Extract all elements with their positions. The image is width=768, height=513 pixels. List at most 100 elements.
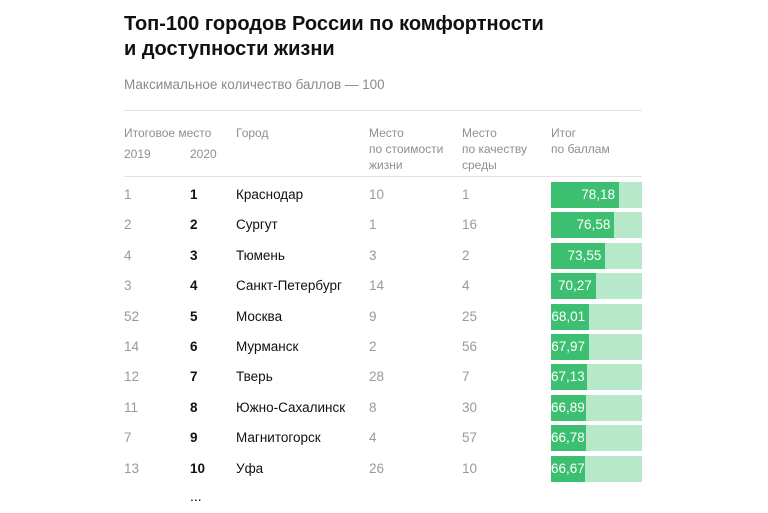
env-rank-cell: 2 bbox=[462, 247, 470, 263]
header-env-line-1: Место bbox=[462, 126, 497, 140]
table-row: 2 2 Сургут 1 16 76,58 bbox=[0, 210, 768, 240]
score-bar-track: 70,27 bbox=[551, 273, 642, 300]
header-score-line-2: по баллам bbox=[551, 142, 610, 156]
rank-2019-cell: 1 bbox=[124, 187, 132, 202]
header-env-line-3: среды bbox=[462, 158, 497, 172]
score-bar bbox=[551, 334, 590, 360]
score-bar bbox=[551, 394, 586, 421]
rank-2020-cell: 1 bbox=[190, 187, 198, 202]
score-label: 73,55 bbox=[567, 247, 602, 263]
rank-2019-cell: 12 bbox=[124, 369, 140, 385]
score-bar-track: 66,78 bbox=[551, 425, 642, 452]
header-cost-line-1: Место bbox=[369, 126, 404, 140]
rank-2020-cell: 10 bbox=[190, 460, 206, 476]
score-bar-track: 66,67 bbox=[551, 455, 642, 482]
score-bar-track: 68,01 bbox=[551, 303, 642, 330]
env-rank-cell: 25 bbox=[462, 308, 478, 324]
city-cell: Санкт-Петербург bbox=[236, 278, 342, 294]
score-label: 70,27 bbox=[558, 278, 592, 294]
header-cost-line-2: по стоимости bbox=[369, 142, 444, 156]
cost-rank-cell: 10 bbox=[369, 187, 385, 202]
score-bar bbox=[551, 212, 615, 239]
score-bar bbox=[551, 455, 586, 482]
city-cell: Южно-Сахалинск bbox=[236, 399, 346, 415]
cost-rank-cell: 3 bbox=[369, 247, 377, 263]
env-rank-cell: 30 bbox=[462, 399, 478, 415]
table-row: 14 6 Мурманск 2 56 67,97 bbox=[0, 332, 768, 362]
score-bar-track: 67,13 bbox=[551, 364, 642, 391]
score-bar-track: 76,58 bbox=[551, 212, 642, 239]
city-cell: Тюмень bbox=[236, 247, 285, 263]
cost-rank-cell: 1 bbox=[369, 217, 377, 233]
score-bar-track: 73,55 bbox=[551, 242, 642, 269]
title-line-1: Топ-100 городов России по комфортности bbox=[124, 13, 544, 35]
rank-2020-cell: 3 bbox=[190, 247, 198, 263]
score-bar-track: 66,89 bbox=[551, 394, 642, 421]
cost-rank-cell: 4 bbox=[369, 430, 377, 446]
score-label: 67,97 bbox=[551, 339, 586, 354]
rank-2019-cell: 13 bbox=[124, 460, 140, 476]
table-row: 13 10 Уфа 26 10 66,67 bbox=[0, 454, 768, 484]
table-row: 7 9 Магнитогорск 4 57 66,78 bbox=[0, 423, 768, 453]
score-label: 67,13 bbox=[551, 369, 585, 385]
env-rank-cell: 57 bbox=[462, 430, 478, 446]
score-bar-track: 67,97 bbox=[551, 334, 642, 360]
score-bar bbox=[551, 364, 587, 391]
title-line-2: и доступности жизни bbox=[124, 38, 335, 60]
env-rank-cell: 7 bbox=[462, 369, 470, 385]
header-score: Итог по баллам bbox=[551, 125, 610, 157]
city-cell: Уфа bbox=[236, 460, 264, 476]
score-bar-track: 78,18 bbox=[551, 182, 642, 208]
score-label: 76,58 bbox=[576, 217, 611, 233]
score-bar bbox=[551, 273, 596, 300]
more-rows-ellipsis: ... bbox=[190, 488, 202, 504]
city-cell: Магнитогорск bbox=[236, 430, 321, 446]
score-bar bbox=[551, 303, 590, 330]
rank-2019-cell: 2 bbox=[124, 217, 132, 233]
header-city: Город bbox=[236, 126, 269, 140]
rank-2020-cell: 8 bbox=[190, 399, 198, 415]
rank-2019-cell: 14 bbox=[124, 339, 140, 354]
rank-2020-cell: 2 bbox=[190, 217, 198, 233]
rank-2019-cell: 4 bbox=[124, 247, 132, 263]
rank-2020-cell: 4 bbox=[190, 278, 198, 294]
rank-2019-cell: 52 bbox=[124, 308, 140, 324]
env-rank-cell: 16 bbox=[462, 217, 478, 233]
header-year-2020: 2020 bbox=[190, 147, 217, 161]
score-bar bbox=[551, 182, 620, 208]
city-cell: Москва bbox=[236, 308, 283, 324]
header-score-line-1: Итог bbox=[551, 126, 577, 140]
table-row: 52 5 Москва 9 25 68,01 bbox=[0, 302, 768, 332]
table-row: 4 3 Тюмень 3 2 73,55 bbox=[0, 241, 768, 271]
top-divider bbox=[124, 110, 642, 111]
score-bar bbox=[551, 242, 606, 269]
env-rank-cell: 10 bbox=[462, 460, 478, 476]
rank-2019-cell: 11 bbox=[124, 399, 139, 415]
cost-rank-cell: 14 bbox=[369, 278, 385, 294]
table-row: 11 8 Южно-Сахалинск 8 30 66,89 bbox=[0, 393, 768, 423]
table-row: 3 4 Санкт-Петербург 14 4 70,27 bbox=[0, 271, 768, 301]
rank-2019-cell: 7 bbox=[124, 430, 132, 446]
cost-rank-cell: 9 bbox=[369, 308, 377, 324]
score-bar bbox=[551, 425, 586, 452]
rank-2019-cell: 3 bbox=[124, 278, 132, 294]
header-year-2019: 2019 bbox=[124, 147, 151, 161]
score-label: 66,67 bbox=[551, 460, 585, 476]
cost-rank-cell: 28 bbox=[369, 369, 385, 385]
header-env-rank: Место по качеству среды bbox=[462, 125, 527, 173]
env-rank-cell: 56 bbox=[462, 339, 478, 354]
score-label: 68,01 bbox=[551, 308, 586, 324]
city-cell: Сургут bbox=[236, 217, 278, 233]
score-label: 66,78 bbox=[551, 430, 585, 446]
env-rank-cell: 1 bbox=[462, 187, 470, 202]
city-cell: Мурманск bbox=[236, 339, 299, 354]
header-cost-line-3: жизни bbox=[369, 158, 403, 172]
header-env-line-2: по качеству bbox=[462, 142, 527, 156]
cost-rank-cell: 8 bbox=[369, 399, 377, 415]
table-row: 1 1 Краснодар 10 1 78,18 bbox=[0, 180, 768, 210]
header-final-place: Итоговое место bbox=[124, 126, 212, 140]
chart-subtitle: Максимальное количество баллов — 100 bbox=[124, 77, 385, 92]
score-label: 78,18 bbox=[581, 187, 616, 202]
header-divider bbox=[124, 176, 642, 177]
city-cell: Краснодар bbox=[236, 187, 304, 202]
